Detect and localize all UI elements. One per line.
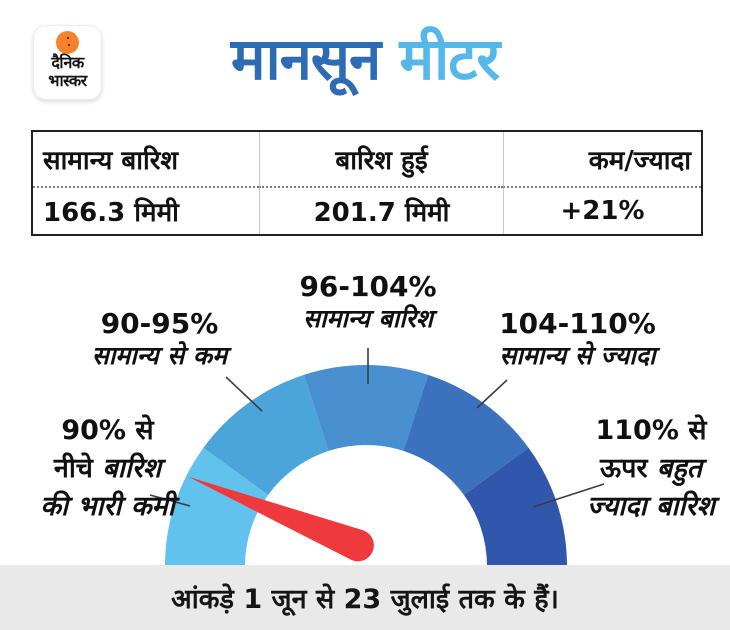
- gauge-label-above-normal-desc: सामान्य से ज्यादा: [499, 341, 656, 370]
- gauge-label-normal: 96-104% सामान्य बारिश: [243, 271, 493, 335]
- gauge-label-below-normal-range: 90-95%: [100, 307, 219, 340]
- rainfall-stats-table: सामान्य बारिश बारिश हुई कम/ज्यादा 166.3 …: [31, 130, 703, 236]
- gauge-label-below-normal-desc: सामान्य से कम: [91, 341, 228, 370]
- footnote-bar: आंकड़े 1 जून से 23 जुलाई तक के हैं।: [0, 565, 730, 630]
- gauge-label-normal-desc: सामान्य बारिश: [303, 304, 433, 333]
- footnote-text: आंकड़े 1 जून से 23 जुलाई तक के हैं।: [171, 584, 559, 615]
- gauge-label-above-normal: 104-110% सामान्य से ज्यादा: [460, 308, 695, 372]
- brand-name: दैनिक भास्कर: [48, 53, 87, 90]
- connector-line-right: [532, 483, 605, 508]
- gauge-label-heavy-deficit: 90% से नीचे बारिश की भारी कमी: [20, 412, 195, 526]
- gauge-needle: [188, 476, 374, 562]
- table-value-less-more: +21%: [503, 188, 701, 234]
- heavy-deficit-line1: 90% से: [61, 415, 154, 446]
- connector-line-upper-right: [476, 379, 508, 409]
- gauge-segment-2: [203, 374, 329, 495]
- title-part-1: मानसून: [230, 25, 381, 93]
- title-part-2: मीटर: [399, 25, 500, 93]
- heavy-deficit-line2: नीचे बारिश: [53, 453, 162, 484]
- page-title: मानसून मीटर: [0, 22, 730, 96]
- dainik-bhaskar-logo: दैनिक भास्कर: [33, 25, 102, 100]
- table-value-rain-occurred: 201.7 मिमी: [259, 188, 503, 234]
- connector-line-left: [149, 494, 191, 507]
- table-header-rain-occurred: बारिश हुई: [259, 132, 503, 188]
- gauge-segments: [165, 365, 567, 566]
- brand-name-line1: दैनिक: [51, 53, 84, 72]
- table-value-normal-rain: 166.3 मिमी: [43, 198, 179, 228]
- gauge-label-above-normal-range: 104-110%: [499, 307, 656, 340]
- gauge-segment-4: [403, 374, 529, 495]
- table-header-less-more: कम/ज्यादा: [503, 132, 701, 188]
- gauge-label-below-normal: 90-95% सामान्य से कम: [52, 308, 267, 372]
- table-header-normal-rain: सामान्य बारिश: [33, 132, 259, 188]
- sun-icon: [56, 31, 79, 54]
- excess-rain-line1: 110% से: [595, 415, 707, 446]
- heavy-deficit-line3: की भारी कमी: [40, 491, 175, 522]
- excess-rain-line3: ज्यादा बारिश: [587, 491, 715, 522]
- gauge-connector-lines: [149, 348, 605, 508]
- gauge-segment-3: [303, 365, 429, 451]
- gauge-label-normal-range: 96-104%: [299, 270, 437, 303]
- gauge-segment-5: [463, 447, 567, 566]
- excess-rain-line2: ऊपर बहुत: [599, 453, 703, 484]
- gauge-segment-1: [165, 447, 269, 566]
- brand-name-line2: भास्कर: [48, 71, 87, 90]
- gauge-label-excess-rain: 110% से ऊपर बहुत ज्यादा बारिश: [572, 412, 730, 526]
- connector-line-upper-left: [225, 376, 263, 412]
